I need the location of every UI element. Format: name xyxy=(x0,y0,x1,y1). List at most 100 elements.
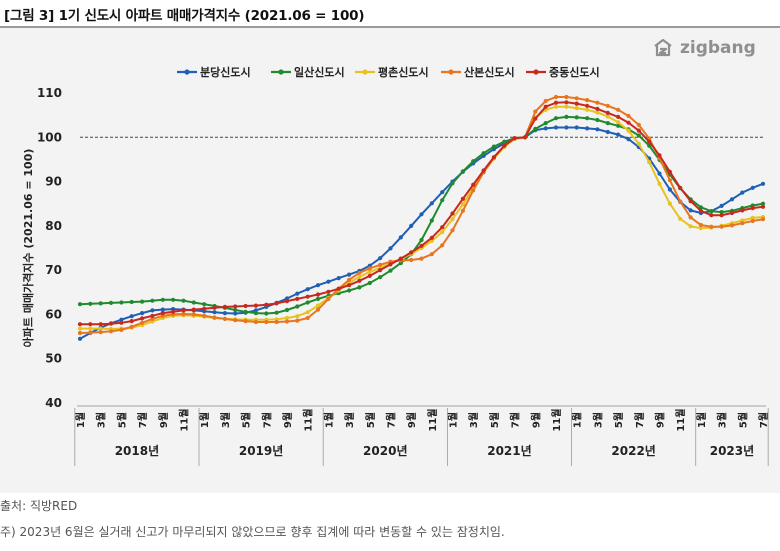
data-point xyxy=(440,243,445,248)
data-point xyxy=(264,319,269,325)
data-point xyxy=(585,98,590,103)
data-point xyxy=(760,204,766,209)
data-point xyxy=(471,182,476,187)
data-point xyxy=(150,298,155,303)
data-point xyxy=(119,327,124,332)
data-point xyxy=(181,311,186,317)
data-point xyxy=(585,116,590,121)
x-tick-label: 7월 xyxy=(385,412,397,428)
data-point xyxy=(77,330,83,336)
data-point xyxy=(709,209,714,214)
data-point xyxy=(77,326,83,331)
data-point xyxy=(367,266,372,271)
data-point xyxy=(740,221,745,226)
series-line xyxy=(80,105,764,331)
data-point xyxy=(636,141,641,146)
x-tick-label: 5월 xyxy=(116,412,128,428)
data-point xyxy=(409,223,414,228)
data-point xyxy=(719,210,724,215)
data-point xyxy=(553,116,559,121)
data-point xyxy=(574,101,579,106)
data-point xyxy=(357,278,362,283)
x-tick-label: 9월 xyxy=(655,412,667,428)
data-point xyxy=(98,322,103,327)
data-point xyxy=(212,315,217,320)
data-point xyxy=(336,276,341,281)
data-point xyxy=(616,114,621,119)
data-point xyxy=(460,202,465,207)
data-point xyxy=(709,213,714,218)
data-point xyxy=(553,125,559,130)
data-point xyxy=(140,320,145,325)
data-point xyxy=(233,304,238,309)
data-point xyxy=(295,296,300,301)
data-point xyxy=(191,312,196,317)
data-point xyxy=(698,205,704,210)
data-point xyxy=(347,283,352,288)
data-point xyxy=(626,113,631,119)
data-point xyxy=(595,110,600,115)
x-tick-label: 3월 xyxy=(592,412,604,428)
chart-title: [그림 3] 1기 신도시 아파트 매매가격지수 (2021.06 = 100) xyxy=(4,8,365,24)
x-tick-label: 5월 xyxy=(737,412,749,428)
data-point xyxy=(98,326,103,331)
legend-marker xyxy=(448,69,454,75)
data-point xyxy=(616,123,621,128)
data-point xyxy=(450,211,455,216)
series-일산신도시 xyxy=(77,114,766,316)
data-point xyxy=(409,257,414,263)
data-point xyxy=(222,304,227,309)
data-point xyxy=(595,100,600,105)
data-point xyxy=(471,159,476,164)
data-point xyxy=(636,133,641,138)
data-point xyxy=(419,256,424,261)
data-point xyxy=(564,94,569,100)
year-label: 2019년 xyxy=(239,444,283,458)
y-tick-label: 40 xyxy=(45,396,62,410)
data-point xyxy=(481,168,486,173)
x-tick-label: 7월 xyxy=(261,412,273,428)
data-point xyxy=(595,117,600,123)
data-point xyxy=(284,319,290,324)
data-point xyxy=(688,208,693,213)
data-point xyxy=(460,169,465,174)
data-point xyxy=(698,222,704,228)
data-point xyxy=(129,299,134,305)
data-point xyxy=(315,292,321,297)
data-point xyxy=(388,246,393,251)
data-point xyxy=(533,116,538,121)
x-tick-label: 11월 xyxy=(178,408,190,431)
data-point xyxy=(347,288,352,293)
data-point xyxy=(305,294,310,299)
data-point xyxy=(305,300,310,305)
data-point xyxy=(667,169,673,174)
data-point xyxy=(667,178,673,183)
y-tick-label: 60 xyxy=(45,307,62,321)
y-tick-label: 50 xyxy=(45,352,62,366)
x-tick-label: 11월 xyxy=(675,408,687,431)
data-point xyxy=(409,250,414,255)
data-point xyxy=(429,218,434,223)
data-point xyxy=(191,300,196,305)
data-point xyxy=(347,277,352,282)
data-point xyxy=(564,114,569,119)
data-point xyxy=(585,107,590,112)
x-tick-label: 11월 xyxy=(551,408,563,431)
data-point xyxy=(77,322,83,327)
data-point xyxy=(688,224,693,229)
data-point xyxy=(274,310,279,315)
data-point xyxy=(605,129,610,135)
legend-label: 평촌신도시 xyxy=(378,65,429,79)
data-point xyxy=(129,314,134,319)
x-tick-label: 3월 xyxy=(220,412,232,428)
data-point xyxy=(326,289,331,294)
x-tick-label: 1월 xyxy=(323,412,335,428)
data-point xyxy=(77,302,83,307)
data-point xyxy=(243,303,248,309)
x-tick-label: 3월 xyxy=(96,412,108,428)
x-tick-label: 7월 xyxy=(634,412,646,428)
data-point xyxy=(605,114,610,119)
y-tick-label: 100 xyxy=(37,130,62,144)
data-point xyxy=(357,270,362,275)
legend-label: 분당신도시 xyxy=(200,65,251,79)
